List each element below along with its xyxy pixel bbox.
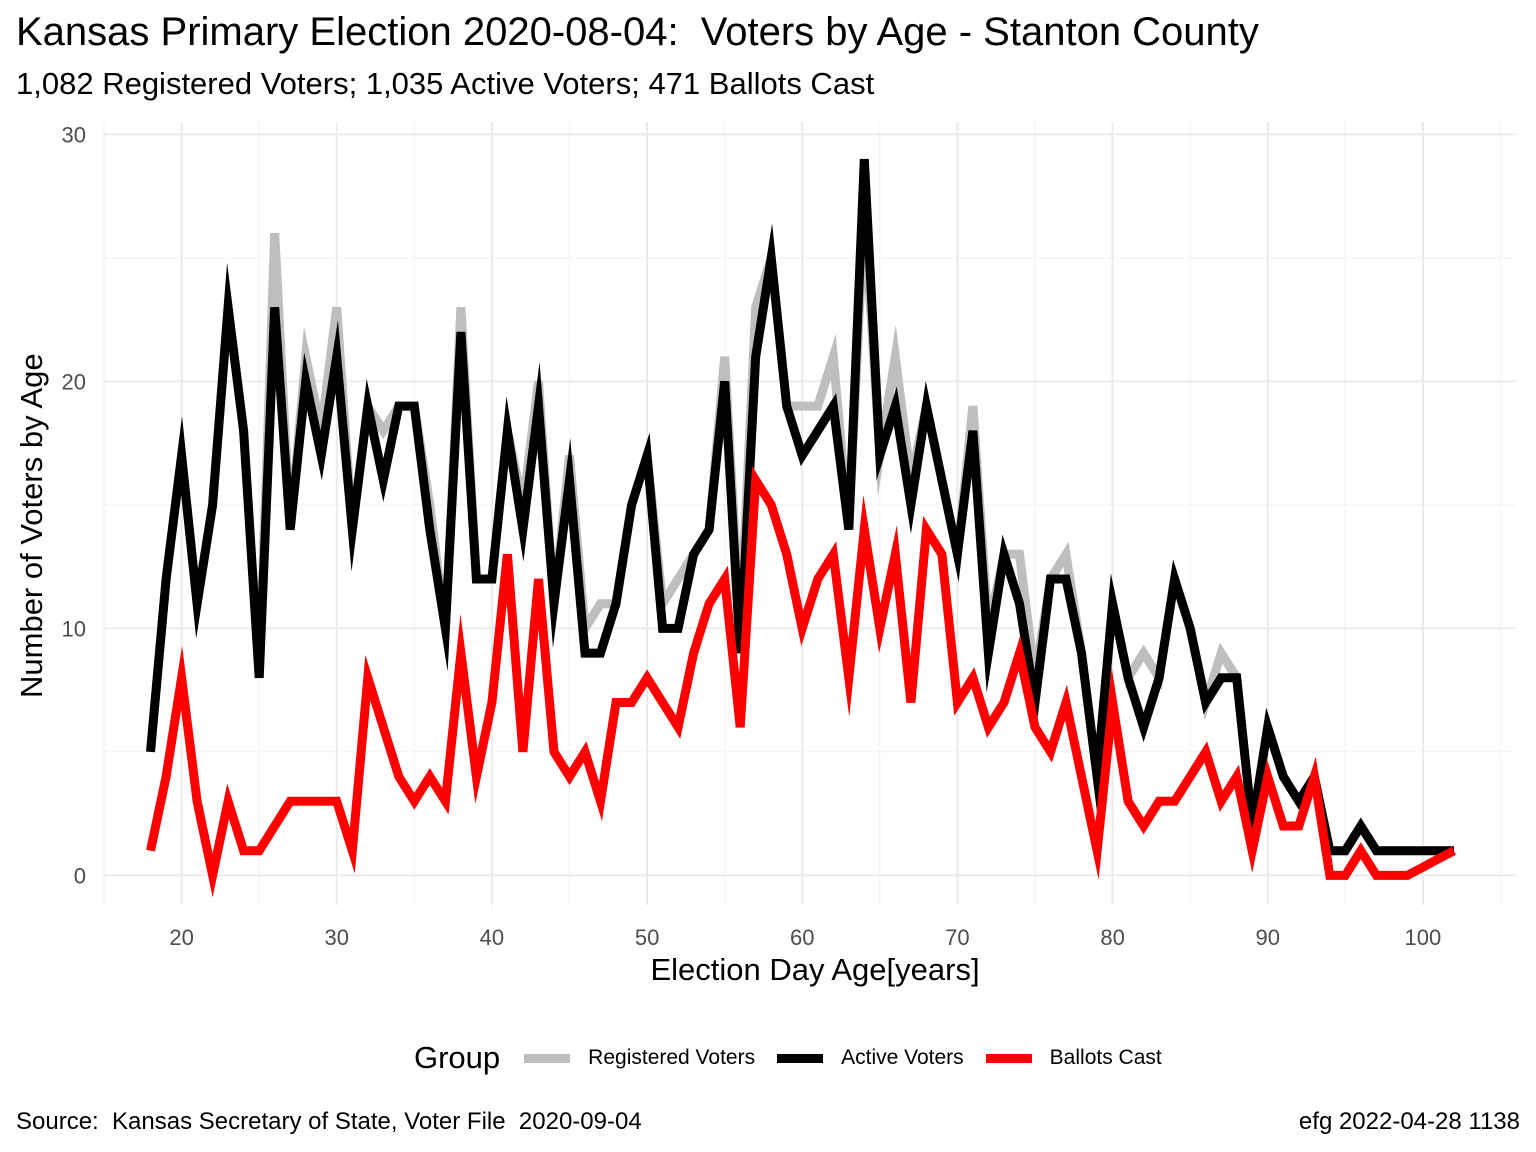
chart-title: Kansas Primary Election 2020-08-04: Vote… [16,10,1259,54]
x-tick-label: 40 [480,925,504,950]
legend-key-registered [524,1053,571,1063]
x-tick-label: 90 [1255,925,1279,950]
credit-caption: efg 2022-04-28 1138 [1298,1108,1520,1135]
legend-title: Group [414,1040,501,1075]
legend: Group Registered Voters Active Voters Ba… [414,1040,1184,1076]
x-axis-label: Election Day Age[years] [650,952,980,987]
source-caption: Source: Kansas Secretary of State, Voter… [16,1108,642,1135]
legend-key-active [777,1053,824,1063]
series-lines [146,158,1456,898]
grid-major [104,122,1516,905]
series-line-ballots-cast [146,465,1456,898]
legend-item-active: Active Voters [777,1046,964,1070]
y-tick-label: 0 [74,863,86,888]
y-tick-label: 30 [62,122,86,147]
x-tick-label: 20 [169,925,193,950]
x-tick-label: 70 [945,925,969,950]
legend-label-registered: Registered Voters [588,1046,756,1069]
y-axis-ticks: 0 10 20 30 [62,122,86,888]
legend-item-registered: Registered Voters [524,1046,755,1070]
legend-key-ballots [985,1053,1032,1063]
x-axis-label-wrap: Election Day Age[years] [0,952,1536,988]
x-tick-label: 100 [1405,925,1442,950]
line-chart: 20 30 40 50 60 70 80 90 100 0 10 20 30 [62,122,1516,950]
y-tick-label: 20 [62,369,86,394]
y-axis-label: Number of Voters by Age [14,353,49,698]
legend-item-ballots: Ballots Cast [985,1046,1162,1070]
x-tick-label: 80 [1100,925,1124,950]
chart-subtitle: 1,082 Registered Voters; 1,035 Active Vo… [16,66,875,101]
x-tick-label: 30 [325,925,349,950]
x-tick-label: 60 [790,925,814,950]
legend-label-ballots: Ballots Cast [1049,1046,1162,1069]
x-axis-ticks: 20 30 40 50 60 70 80 90 100 [169,925,1441,950]
y-tick-label: 10 [62,616,86,641]
x-tick-label: 50 [635,925,659,950]
series-line-active-voters [146,158,1454,861]
legend-label-active: Active Voters [841,1046,964,1069]
